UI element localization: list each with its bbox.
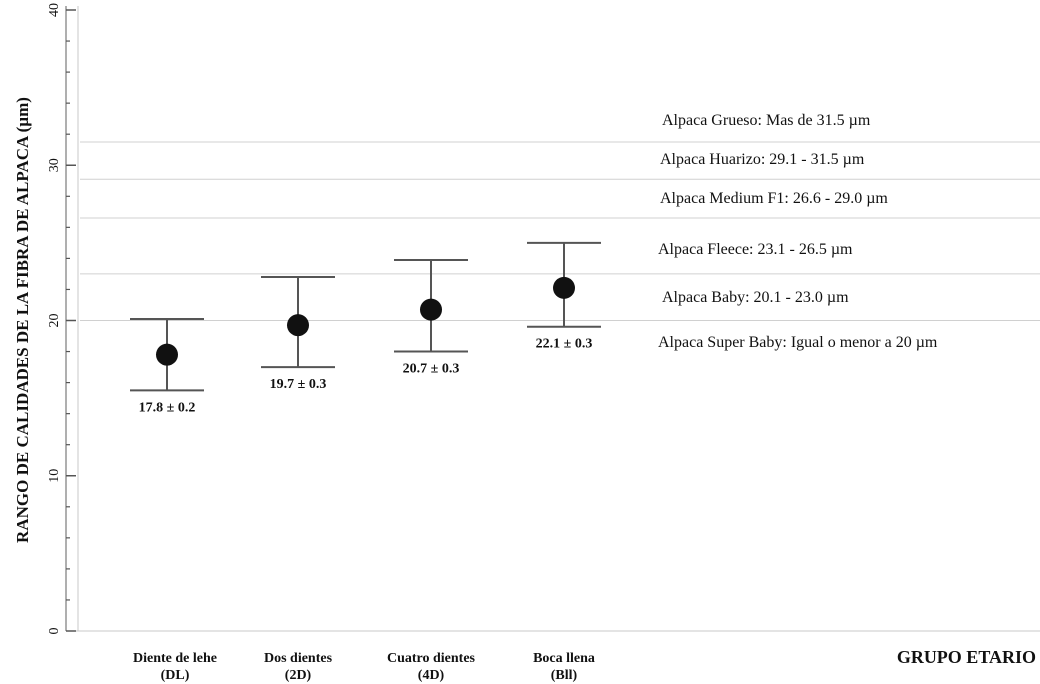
y-tick-label: 40 xyxy=(47,3,62,17)
mean-point xyxy=(553,276,575,299)
x-category-code: (Bll) xyxy=(551,668,578,683)
y-axis-title: RANGO DE CALIDADES DE LA FIBRA DE ALPACA… xyxy=(13,97,32,543)
value-label: 22.1 ± 0.3 xyxy=(536,337,593,352)
data-marks: 17.8 ± 0.2 19.7 ± 0.3 20.7 ± 0.3 22.1 ± 0.3 xyxy=(130,241,601,415)
x-category-label: Diente de lehe xyxy=(133,651,217,666)
reference-lines xyxy=(80,141,1040,321)
quality-band-label: Alpaca Medium F1: 26.6 - 29.0 µm xyxy=(660,190,888,207)
y-tick-label: 30 xyxy=(47,158,62,172)
quality-band-label: Alpaca Super Baby: Igual o menor a 20 µm xyxy=(658,334,938,351)
x-category-label: Boca llena xyxy=(533,651,595,666)
y-tick-label: 10 xyxy=(47,469,62,483)
x-category-label: Dos dientes xyxy=(264,651,333,666)
x-category-code: (4D) xyxy=(418,668,445,683)
y-tick-label: 0 xyxy=(47,628,62,635)
value-label: 17.8 ± 0.2 xyxy=(139,400,196,415)
x-category-labels: Diente de lehe (DL) Dos dientes (2D) Cuatro … xyxy=(133,651,595,683)
quality-band-label: Alpaca Huarizo: 29.1 - 31.5 µm xyxy=(660,151,865,168)
value-label: 20.7 ± 0.3 xyxy=(403,362,460,377)
x-category-label: Cuatro dientes xyxy=(387,651,476,666)
y-tick-label: 20 xyxy=(47,314,62,328)
mean-point xyxy=(156,343,178,366)
quality-band-labels: Alpaca Grueso: Mas de 31.5 µm Alpaca Huar… xyxy=(658,112,938,351)
mean-point xyxy=(287,314,309,337)
x-category-code: (2D) xyxy=(285,668,312,683)
x-axis-title: GRUPO ETARIO xyxy=(897,647,1036,667)
value-label: 19.7 ± 0.3 xyxy=(270,377,327,392)
mean-point xyxy=(420,298,442,321)
quality-band-label: Alpaca Grueso: Mas de 31.5 µm xyxy=(662,112,871,129)
quality-band-label: Alpaca Fleece: 23.1 - 26.5 µm xyxy=(658,241,853,258)
x-category-code: (DL) xyxy=(161,668,190,683)
quality-band-label: Alpaca Baby: 20.1 - 23.0 µm xyxy=(662,289,849,306)
y-axis: 0 10 20 30 40 xyxy=(47,3,1040,635)
